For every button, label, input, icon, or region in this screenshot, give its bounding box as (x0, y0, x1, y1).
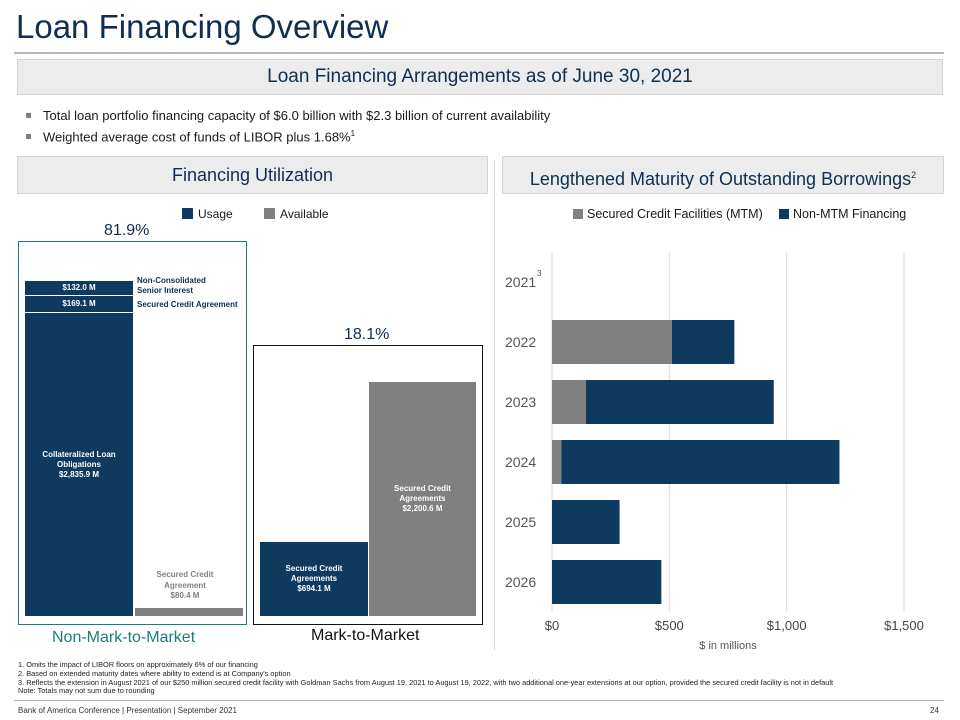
x-axis-label: $ in millions (699, 640, 757, 652)
bar-segment (586, 380, 774, 424)
legend-swatch-available (264, 208, 276, 220)
footnote-ref: 2 (911, 170, 917, 180)
footer-text: Bank of America Conference | Presentatio… (18, 706, 237, 715)
maturity-chart: Secured Credit Facilities (MTM) Non-MTM F… (505, 207, 924, 652)
nmtm-caption: Non-Mark-to-Market (52, 629, 196, 646)
category-label: 2025 (505, 514, 536, 530)
bar-segment (561, 440, 840, 484)
footnote: 2. Based on extended maturity dates wher… (18, 668, 291, 678)
bullet-text: Weighted average cost of funds of LIBOR … (43, 129, 351, 145)
bar-segment-mtm-usage: Secured Credit Agreements $694.1 M (260, 542, 368, 616)
bullet-marker-icon (26, 113, 31, 119)
mtm-usage-name: Secured Credit Agreements (285, 564, 343, 583)
legend-available-label: Available (280, 207, 329, 221)
section-banner: Loan Financing Arrangements as of June 3… (17, 59, 943, 95)
mtm-available-value: $2,200.6 M (402, 504, 443, 513)
mtm-frame (253, 345, 483, 625)
legend-label: Non-MTM Financing (793, 207, 906, 221)
mtm-usage-value: $694.1 M (297, 584, 331, 593)
maturity-header-text: Lengthened Maturity of Outstanding Borro… (529, 169, 912, 189)
x-tick-label: $1,500 (884, 618, 924, 633)
bar-segment (552, 500, 620, 544)
legend-usage-label: Usage (198, 207, 233, 221)
page-number: 24 (930, 706, 939, 715)
footnote: 1. Omits the impact of LIBOR floors on a… (18, 660, 258, 669)
financing-utilization-header: Financing Utilization (17, 156, 488, 194)
category-label: 2021 (505, 274, 536, 290)
label-secured-credit-agreement: Secured Credit Agreement (137, 300, 238, 309)
utilization-legend: Usage Available (182, 207, 329, 221)
bullet-text: Total loan portfolio financing capacity … (43, 108, 551, 123)
bar-segment-mtm-available: Secured Credit Agreements $2,200.6 M (369, 382, 476, 616)
bar-segment (552, 440, 562, 484)
footnote-ref: 1 (350, 129, 356, 138)
bar-segment (671, 320, 735, 364)
clo-name: Collateralized Loan Obligations (42, 449, 116, 469)
footnote: Note: Totals may not sum due to rounding (18, 686, 155, 696)
legend-swatch-usage (182, 208, 193, 220)
bullet-item: Weighted average cost of funds of LIBOR … (26, 129, 355, 144)
nmtm-percentage: 81.9% (104, 222, 150, 239)
bar-segment (552, 320, 672, 364)
legend-swatch (779, 209, 789, 219)
mtm-percentage: 18.1% (344, 326, 390, 343)
x-tick-label: $500 (655, 618, 684, 633)
x-tick-label: $1,000 (767, 618, 807, 633)
footnotes: 1. Omits the impact of LIBOR floors on a… (18, 660, 948, 696)
nmtm-available-value: $80.4 M (170, 591, 200, 600)
bar-segment-nmtm-available (135, 608, 243, 616)
footnote: 3. Reflects the extension in August 2021… (18, 677, 834, 687)
page-title: Loan Financing Overview (16, 8, 389, 45)
bar-segment-clo: Collateralized Loan Obligations $2,835.9… (25, 313, 133, 616)
category-label: 2022 (505, 334, 536, 350)
nmtm-frame (18, 241, 247, 625)
nmtm-available-name: Secured Credit Agreement (156, 570, 214, 590)
bullet-marker-icon (26, 134, 31, 140)
footer-divider (14, 700, 944, 701)
maturity-header: Lengthened Maturity of Outstanding Borro… (502, 156, 944, 194)
column-divider (494, 160, 495, 650)
category-label: 2023 (505, 394, 536, 410)
mtm-available-name: Secured Credit Agreements (394, 484, 451, 503)
label-senior-interest: Non-Consolidated Senior Interest (137, 276, 206, 295)
legend-label: Secured Credit Facilities (MTM) (587, 207, 763, 221)
category-label: 2026 (505, 574, 536, 590)
bar-segment (552, 380, 587, 424)
clo-value: $2,835.9 M (58, 469, 100, 479)
category-label: 2024 (505, 454, 536, 470)
bar-segment-senior-interest: $132.0 M (25, 281, 133, 296)
title-divider (14, 52, 944, 54)
bullet-item: Total loan portfolio financing capacity … (26, 108, 550, 123)
category-footnote-ref: 3 (537, 269, 542, 278)
mtm-caption: Mark-to-Market (311, 627, 420, 644)
x-tick-label: $0 (545, 618, 559, 633)
bar-segment-secured-credit-agreement: $169.1 M (25, 296, 133, 313)
nmtm-available-label: Secured Credit Agreement $80.4 M (139, 570, 231, 602)
bar-segment (552, 560, 662, 604)
legend-swatch (573, 209, 583, 219)
